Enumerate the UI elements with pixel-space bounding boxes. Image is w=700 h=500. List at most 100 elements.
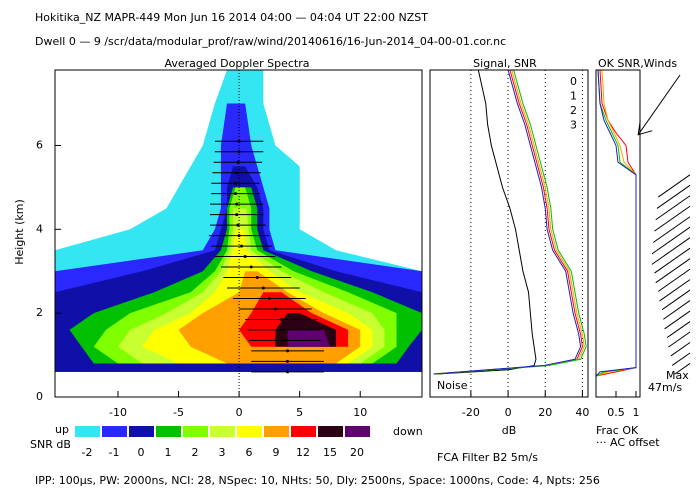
max-wind-arrow: [637, 74, 681, 135]
x-axis-label: dB: [502, 424, 517, 437]
legend-entry: 1: [570, 90, 577, 103]
header-line: Dwell 0 — 9 /scr/data/modular_prof/raw/w…: [35, 35, 506, 48]
profile-line: [595, 69, 637, 377]
x-tick-label: 1: [633, 406, 640, 419]
max-value: 47m/s: [648, 381, 682, 394]
down-label: down: [393, 425, 423, 438]
colorbar-box: [183, 426, 208, 437]
y-tick-label: 4: [36, 222, 43, 235]
wind-barb: [654, 247, 691, 274]
wind-barb: [656, 184, 691, 209]
mean-velocity: [243, 255, 247, 259]
mean-velocity: [233, 181, 237, 185]
wind-barb: [655, 195, 691, 221]
mean-velocity: [283, 338, 287, 342]
y-tick-label: 6: [36, 138, 43, 151]
x-tick-label: 0.5: [607, 406, 625, 419]
mean-velocity: [236, 223, 240, 227]
colorbar-label: -2: [82, 446, 93, 459]
legend-entry: 3: [570, 119, 577, 132]
mean-velocity: [233, 192, 237, 196]
panel-title: OK SNR,Winds: [598, 57, 677, 70]
colorbar-label: 3: [219, 446, 226, 459]
parameters: IPP: 100μs, PW: 2000ns, NCI: 28, NSpec: …: [35, 474, 600, 487]
colorbar-box: [237, 426, 262, 437]
colorbar-box: [129, 426, 154, 437]
arrow-head: [637, 120, 653, 136]
wind-barb: [655, 258, 691, 284]
panel-title: Signal, SNR: [473, 57, 537, 70]
annotation: Noise: [437, 379, 468, 392]
panel-frame: [429, 69, 589, 398]
profile-line: [433, 69, 583, 375]
mean-velocity: [267, 296, 271, 300]
colorbar-box: [318, 426, 343, 437]
mean-velocity: [235, 171, 239, 175]
panel-frame: [54, 69, 423, 398]
colorbar-label: 20: [350, 446, 364, 459]
colorbar-label: 2: [192, 446, 199, 459]
colorbar-title: SNR dB: [30, 438, 71, 451]
wind-barb: [651, 226, 691, 255]
mean-velocity: [286, 349, 290, 353]
colorbar-label: 9: [273, 446, 280, 459]
profile-line: [433, 69, 587, 375]
x-tick-label: 5: [296, 406, 303, 419]
mean-velocity: [286, 359, 290, 363]
wind-barb: [651, 237, 691, 265]
mean-velocity: [255, 276, 259, 280]
profile-line: [595, 69, 637, 377]
x-tick-label: -20: [462, 406, 480, 419]
y-tick-label: 2: [36, 306, 43, 319]
mean-velocity: [235, 202, 239, 206]
x-tick-label: 0: [505, 406, 512, 419]
profile-line: [595, 69, 637, 377]
colorbar-box: [102, 426, 127, 437]
wind-barb: [664, 310, 691, 330]
mean-velocity: [282, 328, 286, 332]
x-tick-label: 0: [236, 406, 243, 419]
profile-line: [595, 69, 637, 377]
colorbar-label: 15: [323, 446, 337, 459]
x-tick-label: -10: [109, 406, 127, 419]
colorbar-box: [75, 426, 100, 437]
colorbar-label: -1: [109, 446, 120, 459]
colorbar-label: 1: [165, 446, 172, 459]
legend-entry: 2: [570, 104, 577, 117]
mean-velocity: [236, 160, 240, 164]
wind-barb: [661, 289, 691, 311]
profile-line: [437, 69, 537, 375]
mean-velocity: [235, 213, 239, 217]
mean-velocity: [286, 370, 290, 374]
max-label: Max: [666, 369, 689, 382]
colorbar-box: [264, 426, 289, 437]
panel-title: Averaged Doppler Spectra: [164, 57, 309, 70]
wind-barb: [659, 279, 691, 302]
wind-barb: [671, 352, 691, 366]
wind-barb: [668, 331, 691, 348]
x-tick-label: 40: [575, 406, 589, 419]
wind-barb: [657, 268, 691, 292]
profile-line: [433, 69, 585, 375]
mean-velocity: [261, 286, 265, 290]
wind-barb: [674, 363, 691, 375]
mean-velocity: [237, 234, 241, 238]
x-tick-label: 10: [353, 406, 367, 419]
colorbar-box: [210, 426, 235, 437]
mean-velocity: [240, 244, 244, 248]
filter-info: FCA Filter B2 5m/s: [437, 451, 538, 464]
wind-barb: [654, 205, 691, 232]
annotation: ··· AC offset: [596, 436, 660, 449]
colorbar-box: [291, 426, 316, 437]
wind-barb: [666, 321, 691, 338]
colorbar-label: 6: [246, 446, 253, 459]
y-tick-label: 0: [36, 390, 43, 403]
mean-velocity: [237, 139, 241, 143]
up-label: up: [55, 423, 69, 436]
colorbar-box: [156, 426, 181, 437]
header-line: Hokitika_NZ MAPR-449 Mon Jun 16 2014 04:…: [35, 11, 428, 24]
legend-entry: 0: [570, 75, 577, 88]
y-axis-label: Height (km): [13, 199, 26, 265]
